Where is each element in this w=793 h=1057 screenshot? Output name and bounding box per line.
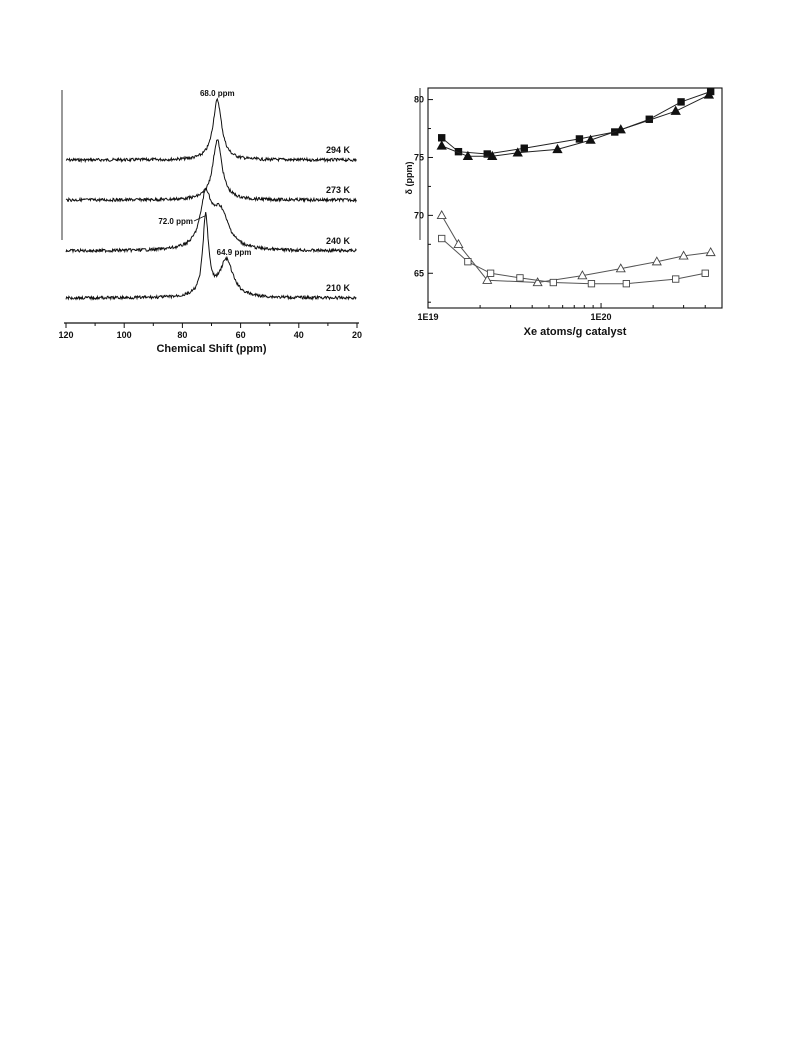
y-axis-title: δ (ppm) xyxy=(404,162,414,195)
data-point xyxy=(622,280,630,288)
series-filled-square xyxy=(438,87,715,158)
data-point xyxy=(703,89,715,99)
data-point xyxy=(532,277,543,287)
peak-annotation: 68.0 ppm xyxy=(200,89,235,98)
data-point xyxy=(453,238,464,248)
data-point xyxy=(482,274,493,284)
data-point xyxy=(436,209,447,220)
x-axis-title: Xe atoms/g catalyst xyxy=(524,326,627,338)
data-point xyxy=(701,269,709,277)
data-point xyxy=(436,140,447,150)
data-point xyxy=(577,270,588,280)
nmr-spectra-chart: 120 100 80 60 40 20 Chemical Shift (ppm) 294 K 2… xyxy=(58,89,362,355)
x-tick-label: 80 xyxy=(177,330,187,340)
data-point xyxy=(615,263,626,273)
spectrum-line xyxy=(65,212,357,301)
x-tick-label: 20 xyxy=(352,330,362,340)
x-tick-label: 40 xyxy=(294,330,304,340)
spectrum-line xyxy=(65,97,357,164)
data-point xyxy=(549,278,557,287)
data-point xyxy=(705,246,716,257)
temperature-label: 273 K xyxy=(326,185,351,195)
data-point xyxy=(516,274,524,282)
spectrum-line xyxy=(65,139,357,204)
peak-annotation: 72.0 ppm xyxy=(158,217,193,226)
data-point xyxy=(587,280,596,288)
y-tick-label: 70 xyxy=(414,210,424,220)
data-point xyxy=(672,275,680,283)
temperature-label: 240 K xyxy=(326,236,351,246)
y-tick-label: 80 xyxy=(414,95,424,105)
temperature-label: 210 K xyxy=(326,283,351,293)
data-point xyxy=(438,134,446,142)
data-point xyxy=(651,256,662,266)
data-point xyxy=(512,147,523,157)
spectrum-line xyxy=(65,187,357,254)
data-point xyxy=(462,150,474,161)
data-point xyxy=(670,105,681,115)
series-open-triangle xyxy=(436,209,716,287)
data-point xyxy=(585,134,596,144)
data-point xyxy=(464,258,472,266)
data-point xyxy=(575,135,584,143)
x-axis-title: Chemical Shift (ppm) xyxy=(156,343,266,355)
data-point xyxy=(678,250,689,260)
data-point xyxy=(677,98,685,106)
series-line xyxy=(441,94,710,157)
data-point xyxy=(486,269,495,277)
xe-shift-chart: 65 70 75 80 1E19 1E20 Xe atoms/g catalyst δ (pp… xyxy=(404,87,723,338)
series-line xyxy=(441,215,711,284)
temperature-label: 294 K xyxy=(326,145,351,155)
x-tick-label: 100 xyxy=(117,330,132,340)
series-open-square xyxy=(438,234,709,288)
plot-frame xyxy=(427,87,723,309)
series-filled-triangle xyxy=(436,89,715,161)
data-point xyxy=(487,150,498,161)
data-point xyxy=(615,124,626,134)
x-tick-label: 120 xyxy=(58,330,73,340)
y-tick-label: 65 xyxy=(414,268,424,278)
data-point xyxy=(520,144,528,152)
data-point xyxy=(438,234,446,243)
annotation-leader-line xyxy=(193,215,205,222)
x-tick-label: 1E20 xyxy=(591,312,612,322)
x-tick-label: 1E19 xyxy=(417,312,438,322)
peak-annotation: 64.9 ppm xyxy=(217,248,252,257)
x-tick-label: 60 xyxy=(236,330,246,340)
data-point xyxy=(552,143,563,154)
y-tick-label: 75 xyxy=(414,152,424,162)
